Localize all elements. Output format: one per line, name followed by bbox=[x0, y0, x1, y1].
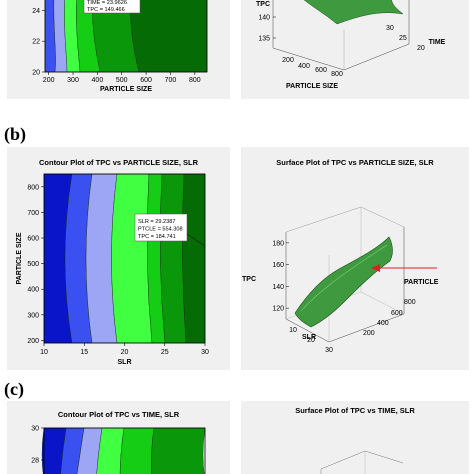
z-axis-label-b: TPC bbox=[242, 276, 256, 283]
y-tick-label-b-400: 400 bbox=[27, 287, 39, 294]
section-label-c: (c) bbox=[4, 379, 24, 399]
y-tick-label-surface-b-200: 200 bbox=[363, 330, 375, 337]
contour-band-b-4 bbox=[111, 173, 153, 344]
x-tick-label-surface-a-400: 400 bbox=[298, 63, 310, 70]
plot-title-b-contour: Contour Plot of TPC vs PARTICLE SIZE, SL… bbox=[38, 158, 199, 167]
x-tick-label-a-800: 800 bbox=[189, 77, 201, 84]
annotation-box-b bbox=[134, 213, 188, 242]
y-tick-label-b-700: 700 bbox=[27, 210, 39, 217]
y-axis-label-surface-a: TIME bbox=[429, 39, 446, 46]
x-tick-label-surface-a-200: 200 bbox=[282, 57, 294, 64]
y-tick-label-surface-a-25: 25 bbox=[399, 35, 407, 42]
pointer-arrowhead-b bbox=[371, 264, 380, 272]
annotation-line-a-1: TIME = 23.9626 bbox=[87, 0, 127, 6]
plot-title-b-surface: Surface Plot of TPC vs PARTICLE SIZE, SL… bbox=[276, 158, 434, 167]
z-tick-label-b-180: 180 bbox=[272, 240, 284, 247]
box-top-b bbox=[285, 206, 405, 233]
panel-b-surface: Surface Plot of TPC vs PARTICLE SIZE, SL… bbox=[241, 147, 469, 370]
x-tick-label-a-600: 600 bbox=[140, 77, 152, 84]
annotation-box-a bbox=[83, 0, 141, 14]
surface-plot-a: TPC 135 140 200 400 600 800 PARTICLE SIZE 20 25 30… bbox=[256, 0, 446, 90]
x-tick-label-a-400: 400 bbox=[92, 77, 104, 84]
y-tick-label-surface-b-800: 800 bbox=[404, 299, 416, 306]
y-tick-label-a-24: 24 bbox=[32, 8, 40, 15]
z-tick-label-b-160: 160 bbox=[272, 262, 284, 269]
x-tick-label-surface-b-10: 10 bbox=[289, 327, 297, 334]
x-tick-label-surface-a-600: 600 bbox=[315, 67, 327, 74]
z-axis-label-a: TPC bbox=[256, 1, 270, 8]
annotation-line-a-2: TPC = 149.466 bbox=[87, 7, 125, 13]
x-tick-label-a-500: 500 bbox=[116, 77, 128, 84]
plot-frame-c bbox=[43, 427, 206, 474]
y-tick-label-surface-a-20: 20 bbox=[417, 45, 425, 52]
x-tick-label-a-200: 200 bbox=[43, 77, 55, 84]
z-tick-label-a-135: 135 bbox=[258, 36, 270, 43]
panel-b-contour: Contour Plot of TPC vs PARTICLE SIZE, SL… bbox=[7, 147, 230, 370]
y-tick-label-b-600: 600 bbox=[27, 236, 39, 243]
x-tick-label-b-20: 20 bbox=[121, 349, 129, 356]
y-tick-label-a-20: 20 bbox=[32, 70, 40, 77]
y-tick-label-surface-a-30: 30 bbox=[386, 25, 394, 32]
x-axis-label-a: PARTICLE SIZE bbox=[100, 86, 152, 93]
z-tick-label-a-140: 140 bbox=[258, 15, 270, 22]
x-tick-label-surface-a-800: 800 bbox=[331, 71, 343, 78]
annotation-line-b-1: SLR = 29.2387 bbox=[138, 219, 175, 225]
plot-title-c-surface: Surface Plot of TPC vs TIME, SLR bbox=[295, 406, 415, 415]
y-tick-label-surface-b-400: 400 bbox=[377, 320, 389, 327]
y-tick-label-b-800: 800 bbox=[27, 184, 39, 191]
contour-band-b-6 bbox=[159, 173, 187, 344]
y-axis-label-b: PARTICLE SIZE bbox=[16, 232, 23, 284]
x-axis-label-surface-a: PARTICLE SIZE bbox=[286, 83, 338, 90]
y-axis-label-surface-b: PARTICLE bbox=[404, 279, 439, 286]
plot-title-c-contour: Contour Plot of TPC vs TIME, SLR bbox=[57, 410, 180, 419]
x-tick-label-b-25: 25 bbox=[161, 349, 169, 356]
contour-band-a-6 bbox=[130, 0, 208, 73]
panel-a-surface: TPC 135 140 200 400 600 800 PARTICLE SIZE 20 25 30… bbox=[241, 0, 469, 99]
x-tick-label-a-700: 700 bbox=[165, 77, 177, 84]
section-label-b: (b) bbox=[4, 124, 26, 144]
x-tick-label-a-300: 300 bbox=[67, 77, 79, 84]
panel-a-contour: TIME = 23.9626 TPC = 149.466 20 22 24 200 300 4… bbox=[7, 0, 230, 99]
y-tick-label-c-28: 28 bbox=[31, 458, 39, 465]
x-tick-label-b-15: 15 bbox=[80, 349, 88, 356]
y-tick-label-surface-b-600: 600 bbox=[391, 310, 403, 317]
x-tick-label-surface-b-20: 20 bbox=[307, 337, 315, 344]
z-tick-label-b-120: 120 bbox=[272, 306, 284, 313]
surface-mesh-a bbox=[303, 0, 404, 25]
panel-c-contour: Contour Plot of TPC vs TIME, SLR 28 30 bbox=[7, 401, 230, 474]
panel-c-surface: Surface Plot of TPC vs TIME, SLR bbox=[241, 401, 469, 474]
y-tick-label-b-200: 200 bbox=[27, 338, 39, 345]
y-tick-label-b-300: 300 bbox=[27, 312, 39, 319]
contour-plot-c: 28 30 bbox=[31, 426, 206, 474]
annotation-line-b-2: PTCLE = 554.308 bbox=[138, 227, 183, 233]
contour-band-c-6 bbox=[151, 427, 206, 474]
annotation-leader-b bbox=[186, 233, 206, 247]
contour-band-c-5 bbox=[119, 427, 155, 474]
x-tick-label-b-30: 30 bbox=[201, 349, 209, 356]
x-axis-label-surface-b: SLR bbox=[302, 334, 316, 341]
surface-mesh-b bbox=[294, 236, 393, 328]
y-tick-label-b-500: 500 bbox=[27, 261, 39, 268]
plot-frame-a bbox=[44, 0, 208, 73]
y-tick-label-a-22: 22 bbox=[32, 39, 40, 46]
contour-band-b-7 bbox=[182, 173, 206, 344]
y-tick-label-c-30: 30 bbox=[31, 426, 39, 433]
annotation-line-b-3: TPC = 184.741 bbox=[138, 234, 176, 240]
surface-highlight-b bbox=[300, 244, 388, 312]
surface-plot-c bbox=[320, 450, 404, 474]
box-frame-c bbox=[320, 450, 404, 474]
x-axis-label-b: SLR bbox=[118, 359, 132, 366]
x-tick-label-b-10: 10 bbox=[40, 349, 48, 356]
z-tick-label-b-140: 140 bbox=[272, 284, 284, 291]
x-tick-label-surface-b-30: 30 bbox=[325, 347, 333, 354]
